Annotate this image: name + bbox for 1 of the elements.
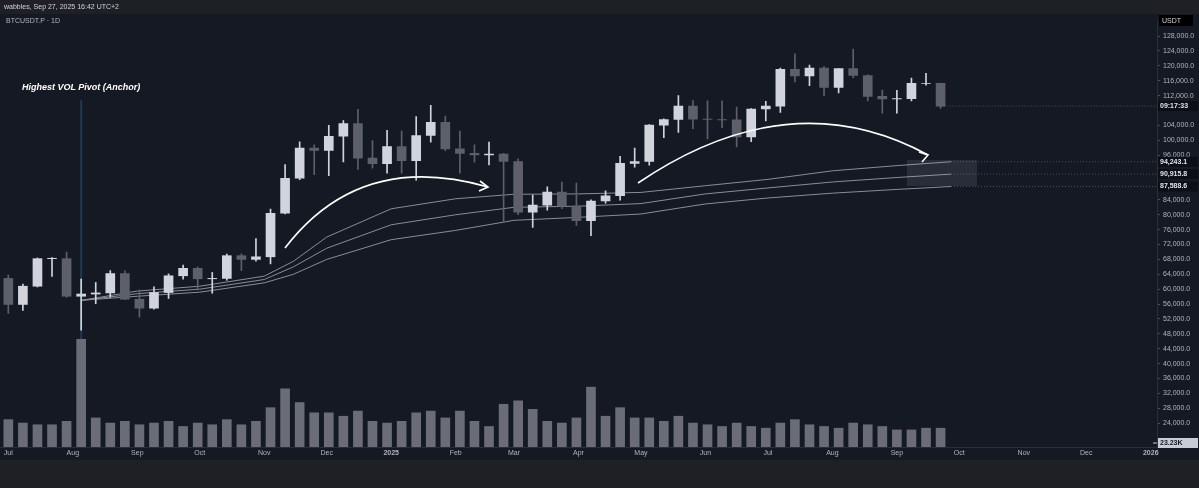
ref-line-label: Highest VOL Pivot (Anchor) [21, 82, 141, 93]
